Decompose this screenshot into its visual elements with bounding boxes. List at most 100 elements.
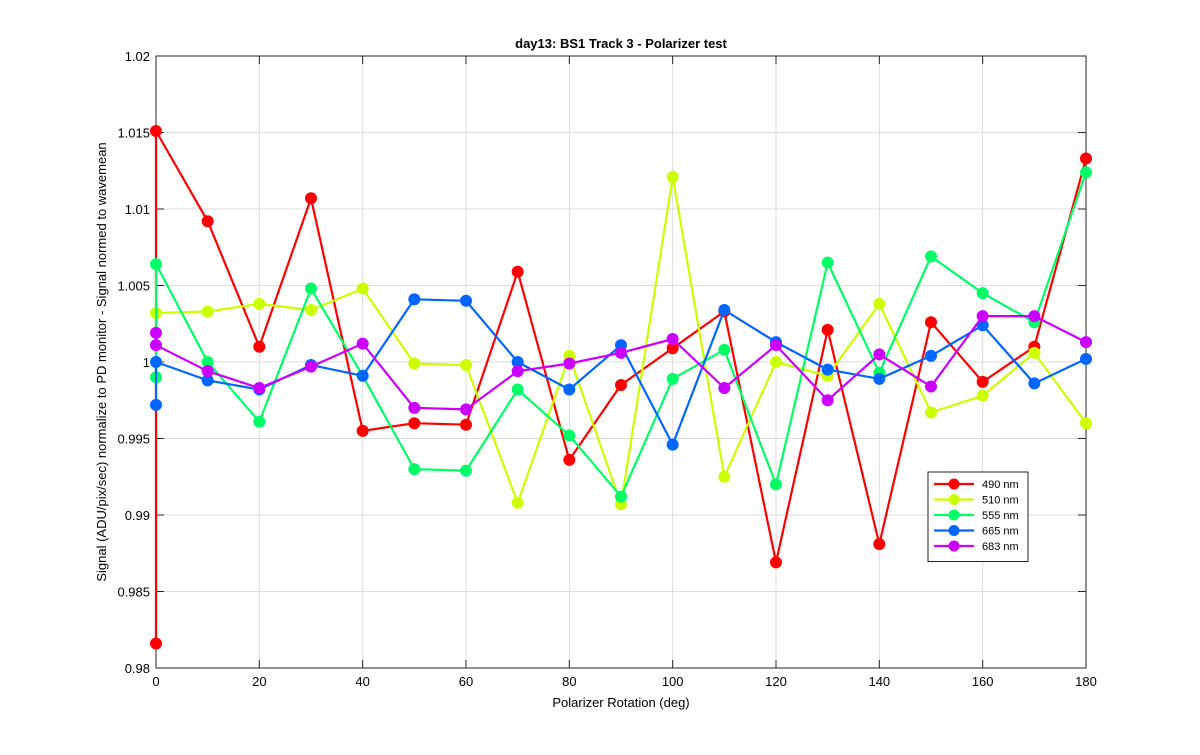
x-tick-label: 120	[765, 674, 787, 689]
x-tick-label: 180	[1075, 674, 1097, 689]
data-point-665-nm	[150, 356, 162, 368]
data-point-683-nm	[460, 403, 472, 416]
data-point-683-nm	[976, 310, 989, 323]
data-point-555-nm	[615, 490, 627, 503]
data-point-665-nm	[821, 363, 834, 376]
data-point-683-nm	[150, 339, 162, 352]
legend-label: 683 nm	[982, 541, 1019, 553]
data-point-683-nm	[615, 346, 627, 359]
axis-ticks: 0 20 40 60 80 100 120 140 160 180 0.98 0.985 0.99 0.9…	[117, 49, 1096, 689]
series-683-nm	[150, 310, 1092, 416]
x-tick-label: 60	[459, 674, 473, 689]
data-point-555-nm	[666, 372, 679, 385]
data-point-683-nm	[666, 333, 679, 346]
y-tick-label: 1.005	[117, 279, 150, 294]
y-tick-label: 0.99	[125, 508, 150, 523]
data-point-555-nm	[1080, 166, 1092, 179]
data-point-683-nm	[305, 360, 317, 373]
data-point-510-nm	[460, 359, 472, 372]
series-line-683-nm	[154, 315, 1087, 411]
data-point-490-nm	[563, 453, 576, 466]
y-axis-title: Signal (ADU/pix/sec) normalize to PD mon…	[94, 142, 109, 581]
y-tick-label: 1	[143, 355, 150, 370]
data-point-490-nm	[356, 424, 369, 437]
legend-label: 490 nm	[982, 479, 1019, 491]
x-tick-label: 160	[972, 674, 994, 689]
data-point-683-nm	[356, 337, 369, 350]
data-point-490-nm	[201, 215, 214, 228]
data-point-490-nm	[253, 340, 266, 353]
y-tick-label: 1.015	[117, 126, 150, 141]
legend-label: 555 nm	[982, 510, 1019, 522]
data-point-683-nm	[408, 401, 421, 414]
data-point-683-nm	[511, 365, 524, 378]
y-tick-label: 0.995	[117, 432, 150, 447]
data-point-665-nm	[408, 293, 421, 306]
data-point-683-nm	[821, 394, 834, 407]
legend-item-555-nm: 555 nm	[934, 509, 1019, 522]
data-point-490-nm	[511, 265, 524, 278]
data-point-683-nm	[873, 348, 886, 361]
data-point-683-nm	[201, 365, 214, 378]
data-point-555-nm	[925, 250, 937, 263]
x-tick-label: 20	[252, 674, 266, 689]
data-point-510-nm	[201, 305, 214, 318]
data-point-683-nm	[1028, 310, 1041, 323]
data-point-683-nm	[563, 357, 576, 370]
data-point-665-nm	[873, 372, 886, 385]
legend: 490 nm 510 nm 555 nm 665 nm 683 nm	[927, 471, 1029, 562]
legend-label: 665 nm	[982, 526, 1019, 538]
data-series	[150, 124, 1092, 650]
y-tick-label: 1.01	[125, 202, 150, 217]
data-point-683-nm	[925, 380, 937, 393]
data-point-555-nm	[253, 415, 266, 428]
series-490-nm	[150, 124, 1092, 650]
y-tick-label: 0.98	[125, 661, 150, 676]
data-point-510-nm	[925, 406, 937, 419]
data-point-555-nm	[305, 282, 317, 295]
data-point-665-nm	[356, 369, 369, 382]
data-point-510-nm	[408, 357, 421, 370]
legend-marker	[948, 478, 960, 490]
x-axis-title: Polarizer Rotation (deg)	[552, 695, 689, 710]
data-point-683-nm	[718, 382, 731, 395]
data-point-665-nm	[460, 294, 472, 307]
x-tick-label: 0	[152, 674, 159, 689]
data-point-490-nm	[821, 323, 834, 336]
data-point-510-nm	[305, 303, 317, 316]
chart-title: day13: BS1 Track 3 - Polarizer test	[515, 36, 727, 51]
x-tick-label: 80	[562, 674, 576, 689]
data-point-510-nm	[253, 297, 266, 310]
data-point-555-nm	[770, 478, 782, 491]
data-point-555-nm	[718, 343, 731, 356]
data-point-510-nm	[718, 470, 731, 483]
legend-item-683-nm: 683 nm	[934, 540, 1019, 553]
data-point-555-nm	[821, 256, 834, 269]
data-point-665-nm	[1080, 352, 1092, 365]
data-point-510-nm	[356, 282, 369, 295]
data-point-490-nm	[150, 637, 162, 650]
data-point-490-nm	[976, 375, 989, 388]
data-point-510-nm	[1080, 417, 1092, 430]
data-point-490-nm	[460, 418, 472, 431]
data-point-510-nm	[511, 496, 524, 509]
data-point-510-nm	[1028, 346, 1041, 359]
x-tick-label: 40	[355, 674, 369, 689]
data-point-683-nm	[1080, 336, 1092, 349]
legend-label: 510 nm	[982, 495, 1019, 507]
data-point-490-nm	[873, 538, 886, 551]
data-point-683-nm	[770, 339, 782, 352]
data-point-490-nm	[150, 124, 162, 137]
data-point-490-nm	[305, 192, 317, 205]
series-line-555-nm	[154, 171, 1088, 498]
data-point-555-nm	[408, 463, 421, 476]
y-tick-label: 1.02	[125, 49, 150, 64]
data-point-510-nm	[873, 297, 886, 310]
data-point-665-nm	[925, 349, 937, 362]
data-point-555-nm	[511, 383, 524, 396]
data-point-555-nm	[460, 464, 472, 477]
legend-marker	[948, 540, 960, 552]
legend-item-510-nm: 510 nm	[934, 494, 1019, 507]
data-point-555-nm	[150, 258, 162, 271]
